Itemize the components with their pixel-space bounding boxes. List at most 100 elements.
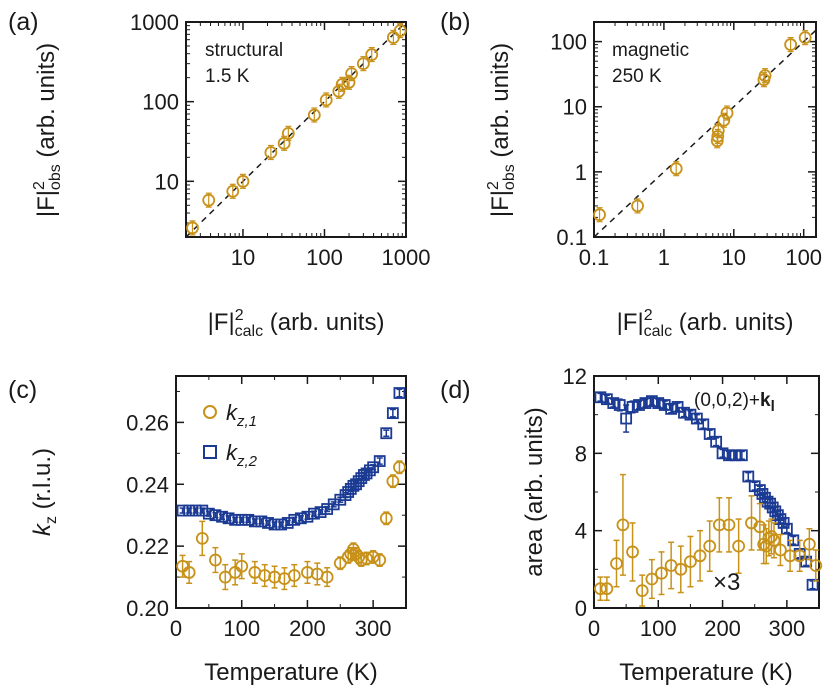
panel-a-x-axis-label: |F|2 calc (arb. units) bbox=[208, 307, 385, 340]
panel-d-multiplier: ×3 bbox=[713, 569, 740, 596]
panel-d-xtick-label-1: 100 bbox=[640, 616, 677, 641]
panel-a-series-0-point-10 bbox=[335, 77, 349, 91]
panel-c-series-1-point-11 bbox=[248, 515, 261, 528]
panel-d-series-1-point-10 bbox=[684, 555, 697, 568]
panel-c-ytick-label-0: 0.20 bbox=[126, 596, 169, 621]
panel-d-series-1-point-14 bbox=[722, 518, 736, 532]
panel-c-xtick-label-2: 200 bbox=[289, 616, 326, 641]
panel-d-series-1-point-12 bbox=[703, 539, 717, 553]
panel-c-series-1-point-10 bbox=[242, 513, 255, 526]
panel-d-series-0-point-39 bbox=[806, 578, 819, 591]
panel-d-ytick-label-3: 12 bbox=[563, 364, 587, 389]
panel-b-ytick-label-3: 100 bbox=[550, 30, 587, 55]
panel-d-series-0-point-16 bbox=[697, 418, 710, 431]
panel-c-ytick-label-1: 0.22 bbox=[126, 534, 169, 559]
panel-b-ytick-label-2: 10 bbox=[563, 95, 587, 120]
panel-d-series-0-point-9 bbox=[652, 397, 665, 409]
panel-c-series-0-point-11 bbox=[287, 569, 301, 582]
panel-d-series-1-point-3 bbox=[616, 518, 630, 532]
panel-d-series-1-point-23 bbox=[774, 543, 787, 557]
panel-c-x-axis-label: Temperature (K) bbox=[204, 659, 377, 686]
panel-a-series-0-point-11 bbox=[342, 75, 356, 89]
panel-b-series-0-point-10 bbox=[784, 38, 798, 51]
panel-b-xtick-label-3: 100 bbox=[785, 245, 822, 270]
panel-b-x-axis-label: |F|2 calc (arb. units) bbox=[617, 307, 794, 340]
panel-c-ytick-label-2: 0.24 bbox=[126, 472, 169, 497]
panel-b-series-0-point-5 bbox=[711, 124, 725, 138]
panel-d-series-1-point-7 bbox=[655, 566, 668, 580]
panel-c-series-0-point-2 bbox=[195, 532, 209, 545]
panel-d-ticks: 0 100 200 300 0 4 8 12 bbox=[563, 364, 819, 641]
panel-d-annotation: (0,0,2)+kl bbox=[694, 390, 775, 415]
panel-c-series-0-point-27 bbox=[393, 460, 406, 474]
panel-c-series-1-point-39 bbox=[393, 387, 406, 399]
panel-c-y-axis-label: kz (r.l.u.) bbox=[29, 448, 60, 536]
panel-a-series-0-point-0 bbox=[186, 221, 199, 235]
panel-a-ytick-label-2: 1000 bbox=[130, 10, 179, 35]
panel-a-series-0-point-12 bbox=[345, 67, 358, 81]
panel-a-series-0-point-3 bbox=[236, 174, 250, 188]
panel-c-series-1-point-20 bbox=[308, 507, 320, 520]
panel-c-series-1-point-15 bbox=[275, 518, 288, 531]
panel-a-xtick-label-1: 100 bbox=[306, 245, 343, 270]
panel-a-xtick-label-0: 10 bbox=[231, 245, 255, 270]
panel-d-x-axis-label: Temperature (K) bbox=[619, 659, 792, 686]
panel-d-series-0-point-17 bbox=[703, 428, 716, 440]
panel-d-series-0-point-22 bbox=[735, 449, 748, 462]
panel-a-series-0-point-8 bbox=[319, 93, 333, 107]
panel-a-series-0-point-7 bbox=[307, 108, 321, 122]
panel-d: (d) 0 100 200 300 0 4 8 12 (0,0,2)+kl ×3 Temper… bbox=[440, 364, 823, 686]
panel-a-annotation-line1: structural bbox=[205, 40, 283, 61]
panel-a-xtick-label-2: 1000 bbox=[382, 245, 431, 270]
panel-b-y-axis-label: |F|2obs (arb. units) bbox=[485, 43, 518, 217]
panel-c-series-1-point-37 bbox=[380, 427, 393, 440]
panel-b-points bbox=[593, 30, 812, 223]
panel-c-ytick-label-3: 0.26 bbox=[126, 410, 169, 435]
legend-marker-kz1 bbox=[203, 405, 217, 419]
panel-a-series-0-point-4 bbox=[264, 146, 278, 159]
panel-b-ytick-label-0: 0.1 bbox=[556, 225, 587, 250]
legend-marker-kz2 bbox=[203, 445, 217, 459]
panel-d-series-1-point-1 bbox=[600, 582, 614, 596]
panel-a-points bbox=[186, 22, 407, 236]
panel-c-series-0-point-3 bbox=[209, 553, 222, 567]
panel-d-series-0-point-21 bbox=[729, 449, 742, 462]
panel-c: (c) 0 100 200 300 0.20 0.22 0.24 0.26 kz,1 kz,2… bbox=[8, 375, 407, 686]
panel-c-series-1-point-5 bbox=[209, 509, 222, 522]
panel-d-series-1-point-15 bbox=[732, 539, 746, 553]
panel-c-series-0-point-14 bbox=[320, 570, 334, 584]
panel-d-series-1-point-9 bbox=[674, 562, 688, 576]
panel-b-series-0-point-7 bbox=[720, 106, 734, 120]
panel-b-xtick-label-2: 10 bbox=[722, 245, 746, 270]
panel-d-series-1-point-24 bbox=[783, 549, 797, 563]
panel-c-series-1-point-12 bbox=[255, 515, 268, 528]
panel-a-ytick-label-1: 100 bbox=[142, 90, 179, 115]
panel-c-series-1-point-18 bbox=[294, 512, 307, 525]
panel-b-frame bbox=[593, 21, 817, 238]
panel-d-series-0-point-13 bbox=[678, 406, 690, 419]
panel-d-series-1-point-26 bbox=[802, 537, 816, 551]
panel-a-series-0-point-13 bbox=[356, 57, 370, 71]
panel-c-series-1-point-13 bbox=[262, 517, 274, 529]
panel-d-xtick-label-0: 0 bbox=[588, 616, 600, 641]
panel-b-series-0-point-11 bbox=[798, 31, 812, 45]
panel-c-series-1-point-1 bbox=[183, 504, 196, 517]
panel-c-series-1-point-35 bbox=[367, 461, 380, 474]
panel-d-series-1-point-13 bbox=[712, 518, 726, 532]
panel-c-series-0-point-20 bbox=[352, 550, 366, 564]
panel-d-series-1-point-6 bbox=[645, 572, 659, 586]
panel-c-xtick-label-0: 0 bbox=[170, 616, 182, 641]
panel-b-series-0-point-0 bbox=[593, 208, 606, 222]
panel-a-ticks: 10 100 1000 10 100 1000 bbox=[130, 10, 430, 270]
panel-d-ytick-label-1: 4 bbox=[575, 519, 587, 544]
panel-b-xtick-label-1: 1 bbox=[658, 245, 670, 270]
panel-c-series-0-point-1 bbox=[182, 566, 196, 579]
panel-c-series-1-point-9 bbox=[235, 513, 248, 526]
panel-d-series-0-point-11 bbox=[665, 402, 678, 415]
panel-d-series-0-point-20 bbox=[723, 449, 735, 462]
panel-b-ticks: 0.1 1 10 100 0.1 1 10 100 bbox=[550, 22, 822, 270]
panel-b-series-0-point-9 bbox=[758, 69, 772, 83]
panel-c-series-1-point-38 bbox=[386, 407, 399, 420]
